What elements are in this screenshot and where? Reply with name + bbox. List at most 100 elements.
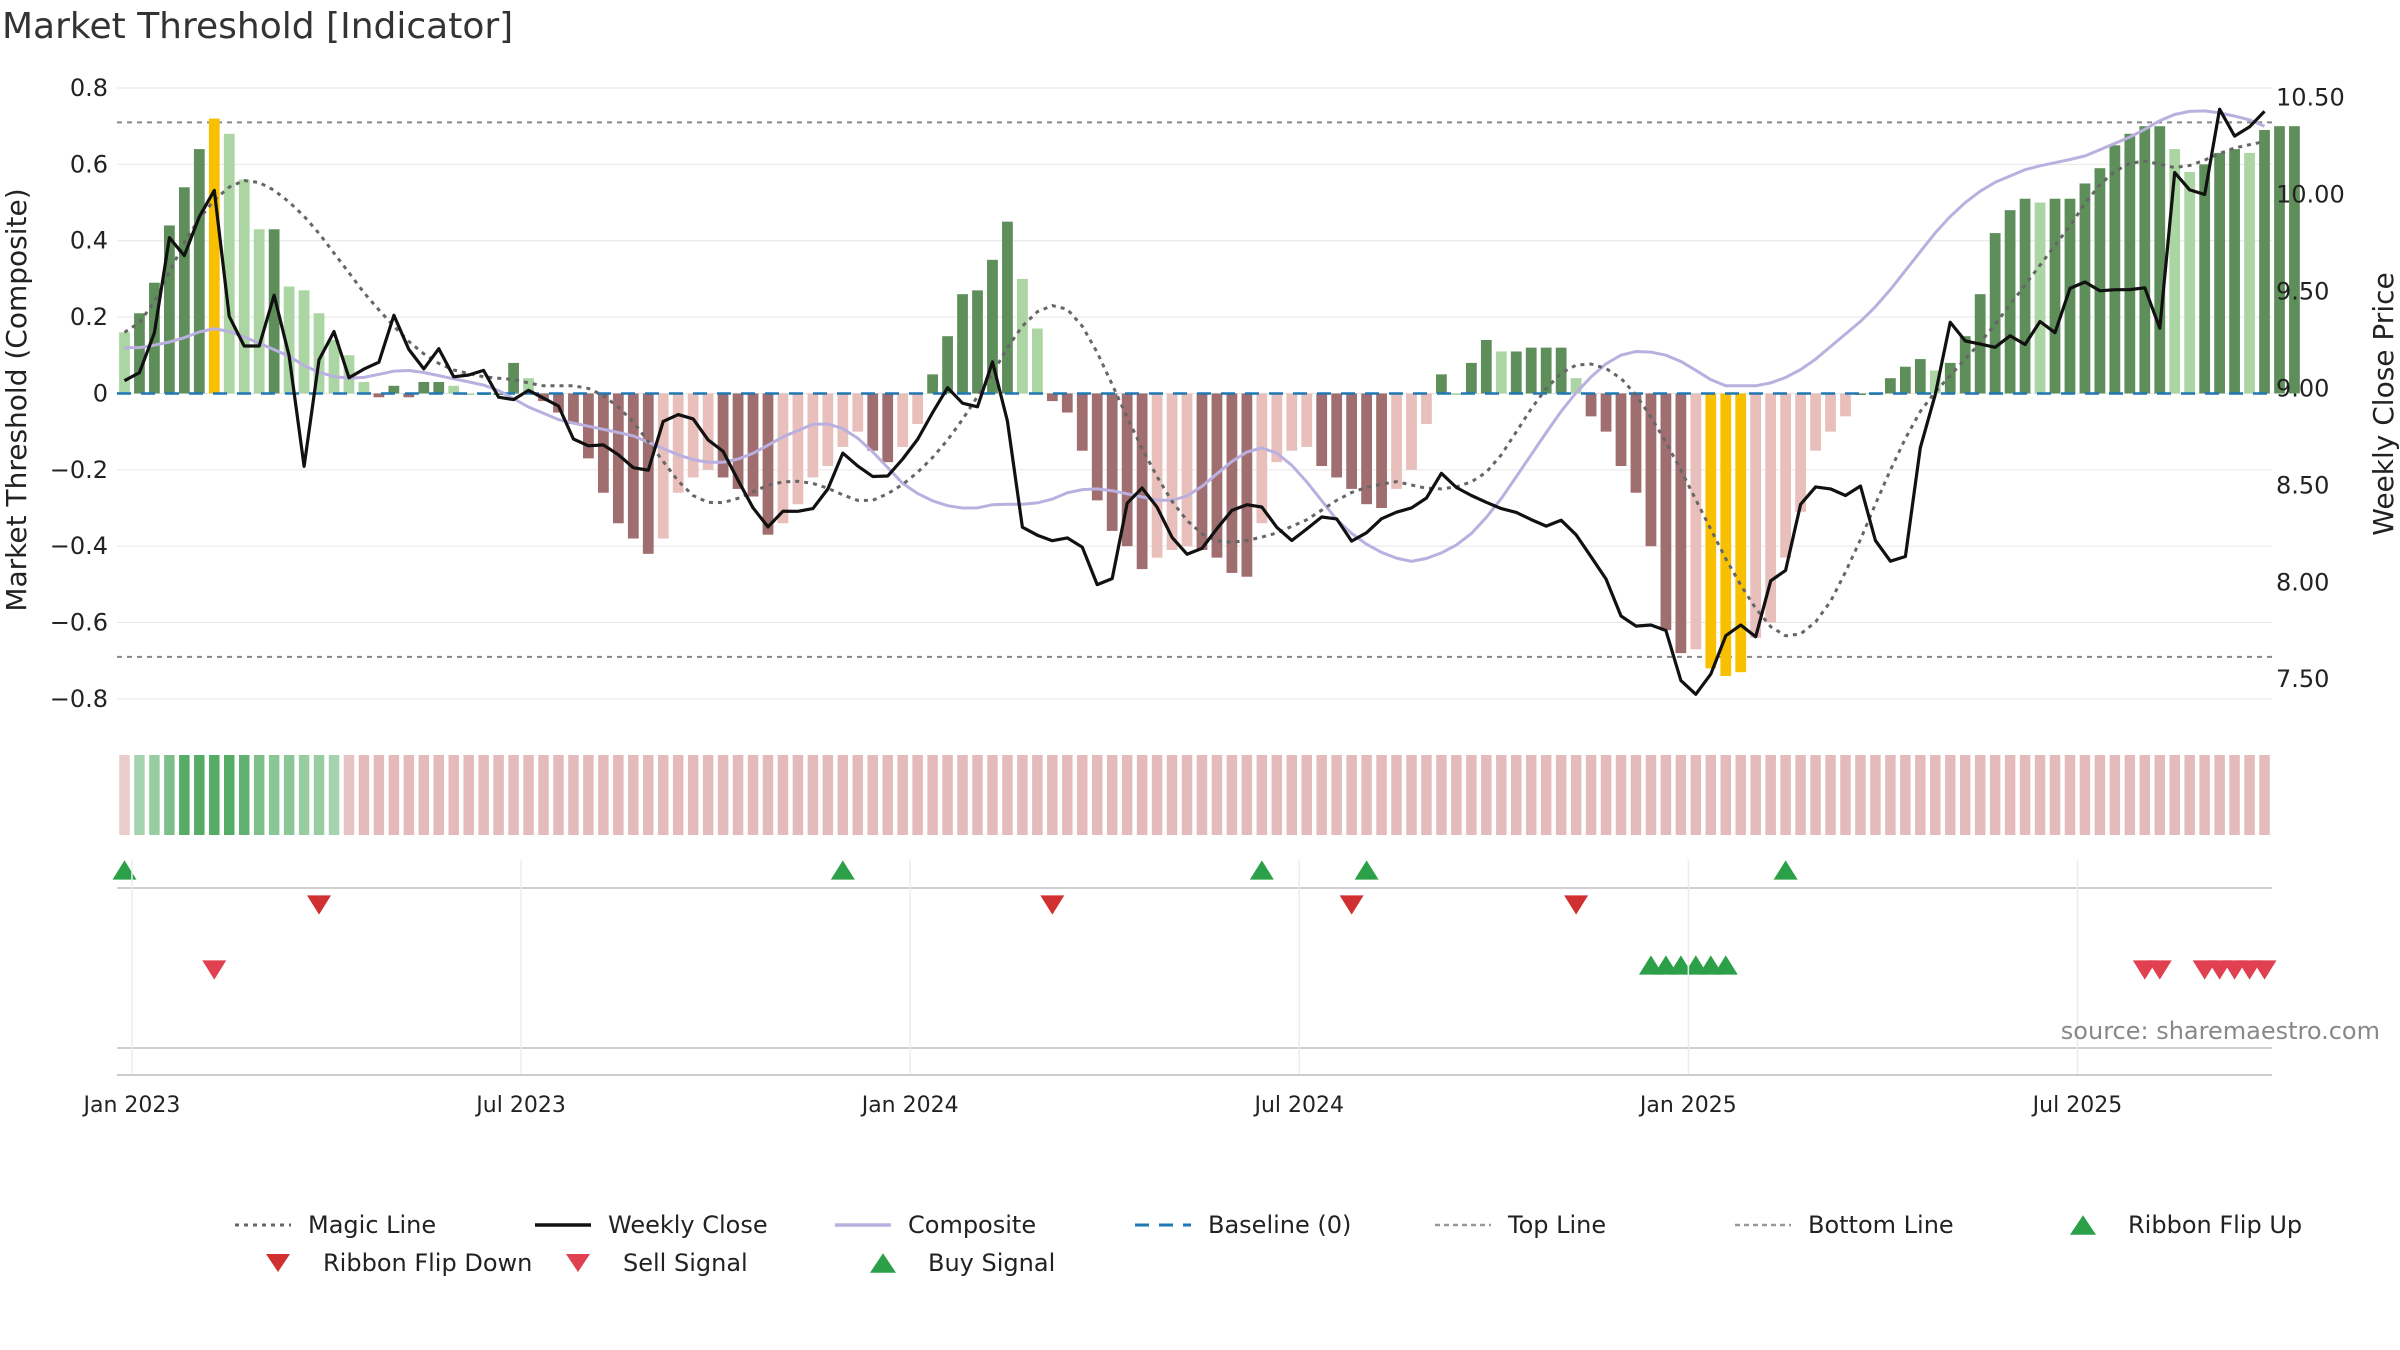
ribbon-cell <box>1047 755 1058 835</box>
ribbon-cell <box>2229 755 2240 835</box>
composite-bar <box>2064 198 2076 394</box>
legend-swatch <box>266 1254 290 1272</box>
ribbon-cell <box>2109 755 2121 835</box>
composite-bar <box>2184 172 2196 394</box>
composite-bar <box>2289 126 2300 394</box>
ribbon-cell <box>134 755 145 835</box>
ribbon-cell <box>1316 755 1327 835</box>
x-tick-label: Jul 2024 <box>1252 1093 1344 1118</box>
ribbon-cell <box>1181 755 1193 835</box>
composite-bar <box>897 393 909 447</box>
ribbon-cell <box>2259 755 2270 835</box>
composite-bar <box>1151 393 1163 558</box>
composite-bar <box>1944 362 1956 394</box>
composite-bar <box>178 187 190 394</box>
right-tick-label: 7.50 <box>2276 665 2329 693</box>
right-axis-title: Weekly Close Price <box>2367 272 2400 535</box>
ribbon-cell <box>388 755 400 835</box>
ribbon-cell <box>238 755 250 835</box>
composite-bar <box>702 393 714 470</box>
ribbon-cell <box>2019 755 2031 835</box>
composite-bar <box>1855 393 1866 395</box>
ribbon-cell <box>927 755 938 835</box>
composite-bar <box>553 393 564 413</box>
ribbon-cell <box>1017 755 1028 835</box>
composite-bar <box>403 393 415 398</box>
ribbon-cell <box>1496 755 1507 835</box>
composite-bar <box>2274 126 2285 394</box>
composite-bar <box>2154 126 2166 394</box>
composite-bar <box>1720 393 1732 676</box>
ribbon-cell <box>672 755 684 835</box>
composite-bar <box>2004 210 2016 394</box>
ribbon-cell <box>1525 755 1537 835</box>
right-tick-label: 8.50 <box>2276 471 2329 499</box>
ribbon-cell <box>583 755 594 835</box>
ribbon-cell <box>1376 755 1387 835</box>
composite-bar <box>1436 374 1447 394</box>
ribbon-cell <box>253 755 265 835</box>
ribbon-cell <box>1900 755 1911 835</box>
ribbon-cell <box>508 755 519 835</box>
ribbon-cell <box>1406 755 1417 835</box>
series-lines <box>117 107 2272 696</box>
composite-bar <box>2124 133 2136 394</box>
composite-bar <box>657 393 669 539</box>
ribbon-flip-up-marker <box>1249 860 1274 880</box>
right-tick-label: 10.00 <box>2276 181 2345 209</box>
composite-bar <box>732 393 744 489</box>
ribbon-cell <box>1391 755 1402 835</box>
left-tick-label: 0.4 <box>70 227 108 255</box>
left-tick-label: −0.6 <box>50 609 108 637</box>
composite-bar <box>1510 351 1522 394</box>
composite-bar <box>2199 164 2211 394</box>
ribbon-cell <box>164 755 175 835</box>
composite-bar <box>2259 130 2270 394</box>
composite-bar <box>1780 393 1792 558</box>
ribbon-cell <box>1795 755 1806 835</box>
composite-bar <box>1406 393 1417 470</box>
gridlines <box>117 87 2272 700</box>
composite-bar <box>1555 347 1567 394</box>
ribbon-cell <box>2169 755 2180 835</box>
composite-bar <box>1361 393 1372 505</box>
ribbon-cell <box>1989 755 2001 835</box>
weekly-close-line <box>123 107 2266 696</box>
composite-bar <box>807 393 819 478</box>
ribbon-cell <box>1421 755 1432 835</box>
legend-label: Baseline (0) <box>1208 1211 1351 1239</box>
composite-bar <box>313 313 325 394</box>
ribbon-cell <box>807 755 819 835</box>
ribbon-cell <box>1675 755 1687 835</box>
ribbon-flip-down-marker <box>1564 895 1589 915</box>
ribbon-cell <box>2154 755 2165 835</box>
left-axis-ticks: 0.8 0.6 0.4 0.2 0 −0.2 −0.4 −0.6 −0.8 <box>50 74 108 713</box>
ribbon-cell <box>1855 755 1866 835</box>
ribbon-cell <box>1481 755 1492 835</box>
composite-bar <box>2079 183 2091 394</box>
ribbon-cell <box>1361 755 1372 835</box>
composite-bar <box>852 393 864 432</box>
composite-bar <box>1810 393 1821 451</box>
ribbon-cell <box>2064 755 2076 835</box>
ribbon-cell <box>553 755 564 835</box>
ribbon-cell <box>2004 755 2016 835</box>
ribbon-cell <box>418 755 430 835</box>
right-tick-label: 8.00 <box>2276 568 2329 596</box>
composite-bar <box>2139 126 2151 394</box>
ribbon-cell <box>403 755 415 835</box>
ribbon-cell <box>972 755 983 835</box>
composite-bar <box>1495 351 1507 394</box>
composite-bar <box>1196 393 1208 550</box>
composite-bar <box>1989 233 2001 394</box>
legend-swatch <box>870 1253 896 1273</box>
legend-label: Ribbon Flip Down <box>323 1249 532 1277</box>
composite-bar <box>612 393 624 524</box>
sell-signal-marker <box>2147 960 2172 980</box>
ribbon-cell <box>1974 755 1986 835</box>
composite-bar <box>568 393 579 424</box>
ribbon-cell <box>1959 755 1971 835</box>
composite-bar <box>1884 378 1896 394</box>
ribbon-cell <box>343 755 355 835</box>
ribbon-flip-up-marker <box>830 860 855 880</box>
